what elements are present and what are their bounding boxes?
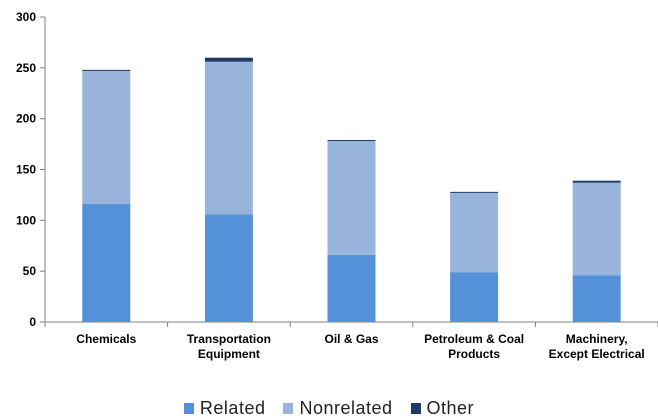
y-tick-label: 250 xyxy=(16,61,36,75)
y-tick-label: 50 xyxy=(23,264,37,278)
bar-other-3 xyxy=(450,191,499,193)
legend-item-nonrelated: Nonrelated xyxy=(283,398,392,419)
x-tick-label: Petroleum & Coal xyxy=(424,332,524,346)
bar-nonrelated-1 xyxy=(204,61,253,215)
bar-related-1 xyxy=(204,214,253,322)
x-tick-label: Except Electrical xyxy=(549,347,645,361)
x-tick-label: Oil & Gas xyxy=(324,332,378,346)
bar-related-2 xyxy=(327,254,376,322)
bar-nonrelated-4 xyxy=(572,182,621,276)
bars xyxy=(82,57,621,322)
bar-related-4 xyxy=(572,275,621,322)
y-tick-label: 0 xyxy=(29,315,36,329)
bar-other-1 xyxy=(204,57,253,62)
legend-label: Other xyxy=(426,398,475,418)
x-tick-label: Equipment xyxy=(198,347,260,361)
stacked-bar-chart: 0 50 100 150 200 250 300 Chemicals Transportatio… xyxy=(16,10,658,361)
bar-nonrelated-2 xyxy=(327,141,376,255)
bar-related-3 xyxy=(450,272,499,322)
legend-swatch xyxy=(410,403,421,414)
x-tick-label: Products xyxy=(448,347,500,361)
y-tick-label: 150 xyxy=(16,163,36,177)
legend: Related Nonrelated Other xyxy=(0,398,658,419)
x-tick-label: Chemicals xyxy=(76,332,136,346)
bar-other-4 xyxy=(572,180,621,183)
bar-related-0 xyxy=(82,204,131,322)
legend-item-other: Other xyxy=(410,398,475,419)
axes xyxy=(40,16,658,327)
bar-nonrelated-0 xyxy=(82,70,131,205)
y-tick-label: 100 xyxy=(16,213,36,227)
x-tick-label: Machinery, xyxy=(566,332,628,346)
legend-label: Nonrelated xyxy=(299,398,393,418)
legend-item-related: Related xyxy=(183,398,266,419)
y-tick-label: 200 xyxy=(16,112,36,126)
labels: 0 50 100 150 200 250 300 Chemicals Transportatio… xyxy=(16,10,645,361)
bar-other-2 xyxy=(327,140,376,142)
legend-swatch xyxy=(283,403,294,414)
bar-other-0 xyxy=(82,69,131,71)
bar-nonrelated-3 xyxy=(450,192,499,273)
legend-swatch xyxy=(183,403,194,414)
legend-label: Related xyxy=(199,398,266,418)
x-tick-label: Transportation xyxy=(187,332,271,346)
y-tick-label: 300 xyxy=(16,10,36,24)
